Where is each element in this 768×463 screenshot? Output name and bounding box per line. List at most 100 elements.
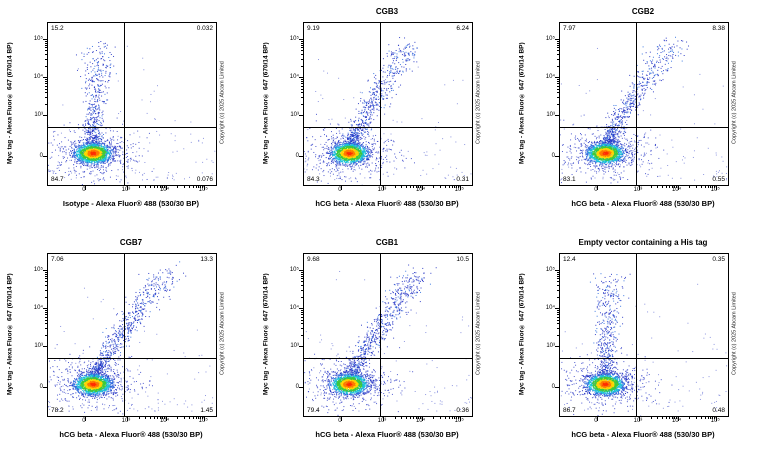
quadrant-gate-vertical-line [635,254,637,416]
x-tick-label: 10³ [121,418,131,424]
y-minor-tick-mark [557,313,560,315]
plot-area: 9.68 10.5 79.4 0.36 [299,253,473,421]
x-tick-label: 10⁵ [454,418,464,424]
y-tick-mark [299,115,304,117]
y-tick-mark [555,270,560,272]
y-minor-tick-mark [557,285,560,287]
x-minor-tick-mark [451,416,453,419]
y-minor-tick-mark [45,50,48,52]
y-tick-label: 10³ [34,343,43,350]
quadrant-percent-bottom-right: 0.36 [456,407,469,414]
x-tick-label: 10⁴ [415,187,426,193]
quadrant-percent-top-right: 10.5 [456,256,469,263]
x-minor-tick-mark [153,416,155,419]
x-minor-tick-mark [675,185,677,188]
x-minor-tick-mark [163,185,165,188]
y-minor-tick-mark [301,44,304,46]
y-minor-tick-mark [301,54,304,56]
x-minor-tick-mark [415,416,417,419]
x-tick-label: 0 [82,187,86,193]
x-minor-tick-mark [433,185,435,188]
quadrant-percent-top-left: 7.97 [563,25,576,32]
y-minor-tick-mark [301,47,304,49]
quadrant-percent-bottom-left: 78.2 [51,407,64,414]
x-axis-ticks: 0 10³ 10⁴ 10⁵ [303,187,471,195]
y-minor-tick-mark [557,97,560,98]
y-minor-tick-mark [557,311,560,313]
x-minor-tick-mark [662,416,664,419]
y-minor-tick-mark [45,275,48,277]
y-minor-tick-mark [301,40,304,42]
y-minor-tick-mark [557,275,560,277]
quadrant-gate-vertical-line [379,23,381,185]
y-tick-mark [299,270,304,272]
x-minor-tick-mark [184,185,186,188]
quadrant-percent-top-left: 15.2 [51,25,64,32]
x-minor-tick-mark [394,185,396,188]
x-minor-tick-mark [671,416,673,419]
quadrant-percent-top-right: 0.032 [196,25,213,32]
y-minor-tick-mark [45,65,48,67]
x-minor-tick-mark [202,185,204,188]
quadrant-percent-bottom-right: 0.31 [456,176,469,183]
y-minor-tick-mark [557,319,560,321]
x-axis-ticks: 0 10³ 10⁴ 10⁵ [47,187,215,195]
x-minor-tick-mark [650,416,652,419]
y-tick-mark [43,77,48,79]
y-axis-ticks: 0 10³ 10⁴ 10⁵ [535,253,557,415]
flow-cytometry-panel: Myc tag - Alexa Fluor® 647 (670/14 BP) 0… [0,0,256,231]
y-tick-label: 10⁴ [33,74,43,81]
y-tick-label: 10³ [546,112,555,119]
y-tick-label: 0 [551,384,555,391]
x-minor-tick-mark [673,185,675,188]
x-minor-tick-mark [707,185,709,188]
x-minor-tick-mark [675,416,677,419]
quadrant-percent-bottom-left: 84.7 [51,176,64,183]
y-minor-tick-mark [301,88,304,90]
x-minor-tick-mark [188,416,190,419]
y-minor-tick-mark [45,271,48,273]
y-minor-tick-mark [301,281,304,283]
y-minor-tick-mark [301,85,304,87]
y-minor-tick-mark [45,309,48,311]
x-minor-tick-mark [665,185,667,188]
x-tick-label: 10⁵ [454,187,464,193]
y-minor-tick-mark [45,40,48,42]
y-minor-tick-mark [45,328,48,329]
quadrant-percent-bottom-left: 86.7 [563,407,576,414]
x-minor-tick-mark [657,416,659,419]
x-minor-tick-mark [195,416,197,419]
y-tick-label: 10⁵ [289,36,299,43]
plot-area: 7.06 13.3 78.2 1.45 [43,253,217,421]
y-minor-tick-mark [301,97,304,98]
x-tick-label: 10⁴ [159,418,170,424]
y-minor-tick-mark [45,42,48,44]
x-minor-tick-mark [413,185,415,188]
y-tick-label: 0 [295,384,299,391]
y-tick-mark [43,156,48,158]
y-minor-tick-mark [557,54,560,56]
x-tick-mark [126,416,128,421]
y-minor-tick-mark [45,97,48,98]
quadrant-percent-bottom-left: 83.1 [563,176,576,183]
y-minor-tick-mark [301,313,304,315]
x-tick-mark [596,185,598,190]
x-tick-mark [677,416,679,421]
x-minor-tick-mark [440,185,442,188]
y-minor-tick-mark [45,78,48,80]
y-axis-ticks: 0 10³ 10⁴ 10⁵ [23,22,45,184]
quadrant-percent-top-left: 7.06 [51,256,64,263]
x-minor-tick-mark [458,416,460,419]
y-minor-tick-mark [301,50,304,52]
x-minor-tick-mark [704,185,706,188]
x-tick-label: 0 [338,187,342,193]
x-tick-mark [421,185,423,190]
y-minor-tick-mark [301,80,304,82]
x-minor-tick-mark [714,416,716,419]
x-minor-tick-mark [195,185,197,188]
x-minor-tick-mark [669,185,671,188]
x-axis-label: hCG beta - Alexa Fluor® 488 (530/30 BP) [315,199,459,208]
y-tick-mark [555,77,560,79]
x-minor-tick-mark [669,416,671,419]
x-minor-tick-mark [138,416,140,419]
